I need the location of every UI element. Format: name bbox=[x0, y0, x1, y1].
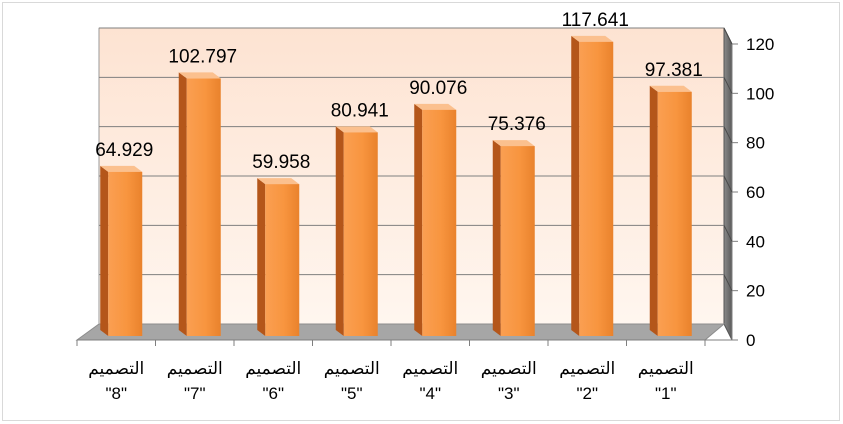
data-label: 117.641 bbox=[562, 10, 629, 31]
bar-side bbox=[335, 126, 344, 336]
bar-4: 90.076 bbox=[409, 78, 467, 336]
chart-walls bbox=[75, 27, 733, 341]
gridline-side bbox=[723, 175, 733, 193]
x-category-number: "6" bbox=[262, 384, 284, 403]
bar-front bbox=[500, 146, 535, 336]
bar-5: 80.941 bbox=[331, 100, 389, 336]
bar-front bbox=[422, 109, 457, 336]
y-tick-label: 100 bbox=[746, 84, 774, 103]
x-category-label: التصميم bbox=[245, 359, 301, 379]
y-tick-label: 80 bbox=[746, 134, 765, 153]
bar-7: 102.797 bbox=[168, 46, 237, 336]
bar-side bbox=[649, 85, 658, 336]
gridline-side bbox=[723, 77, 733, 94]
bar-side bbox=[100, 165, 109, 336]
data-label: 90.076 bbox=[409, 78, 467, 99]
x-axis-labels: التصميم "1" التصميم "2" التصميم "3" التصميم "4"… bbox=[76, 340, 706, 403]
bar-side bbox=[492, 140, 501, 336]
data-label: 75.376 bbox=[488, 114, 546, 135]
y-tick-label: 60 bbox=[746, 183, 765, 202]
bar-top bbox=[492, 140, 535, 147]
bar-front bbox=[657, 91, 692, 336]
bar-6: 59.958 bbox=[252, 152, 310, 336]
bar-top bbox=[100, 165, 143, 172]
bar-8: 64.929 bbox=[95, 140, 153, 336]
x-category-number: "4" bbox=[419, 384, 441, 403]
bar-front bbox=[579, 41, 614, 336]
x-category-label: التصميم bbox=[167, 359, 223, 379]
x-category-number: "7" bbox=[184, 384, 206, 403]
bar-1: 97.381 bbox=[645, 60, 703, 336]
x-category-label: التصميم bbox=[324, 359, 380, 379]
bar-3: 75.376 bbox=[488, 114, 546, 336]
bar-top bbox=[414, 103, 457, 110]
data-label: 102.797 bbox=[168, 46, 237, 67]
x-category-label: التصميم bbox=[481, 359, 537, 379]
bar-top bbox=[571, 35, 614, 42]
floor bbox=[75, 323, 726, 341]
x-category-label: التصميم bbox=[88, 359, 144, 379]
x-category-label: التصميم bbox=[638, 359, 694, 379]
gridline-side bbox=[723, 225, 733, 242]
y-axis-ticks: 0 20 40 60 80 100 120 bbox=[732, 35, 774, 350]
gridline-side bbox=[723, 27, 733, 45]
data-label: 64.929 bbox=[95, 140, 153, 161]
gridline-side bbox=[723, 274, 733, 291]
x-category-number: "8" bbox=[105, 384, 127, 403]
bar-front bbox=[265, 184, 300, 336]
data-label: 80.941 bbox=[331, 100, 389, 121]
x-category-number: "3" bbox=[498, 384, 520, 403]
x-category-number: "1" bbox=[655, 384, 677, 403]
bar-front bbox=[186, 78, 221, 336]
x-category-label: التصميم bbox=[402, 359, 458, 379]
bar-side bbox=[178, 72, 187, 336]
y-tick-label: 0 bbox=[746, 331, 755, 350]
bar-front bbox=[343, 132, 378, 336]
bar-top bbox=[649, 85, 692, 92]
y-tick-label: 20 bbox=[746, 282, 765, 301]
bar-side bbox=[414, 103, 423, 336]
gridline-side bbox=[723, 126, 733, 143]
y-tick-label: 40 bbox=[746, 232, 765, 251]
y-tick-label: 120 bbox=[746, 35, 774, 54]
data-label: 59.958 bbox=[252, 152, 310, 173]
bar-top bbox=[335, 126, 378, 133]
data-label: 97.381 bbox=[645, 60, 703, 81]
bar-top bbox=[257, 178, 300, 185]
bar-side bbox=[257, 178, 266, 336]
bar-side bbox=[571, 35, 580, 336]
bar-front bbox=[108, 171, 143, 336]
x-category-label: التصميم bbox=[559, 359, 615, 379]
bar-2: 117.641 bbox=[562, 10, 629, 336]
x-category-number: "2" bbox=[576, 384, 598, 403]
bar-top bbox=[178, 72, 221, 79]
bars: 97.381 117.641 75.376 90.076 80.941 59.958 102… bbox=[95, 10, 703, 336]
x-category-number: "5" bbox=[341, 384, 363, 403]
